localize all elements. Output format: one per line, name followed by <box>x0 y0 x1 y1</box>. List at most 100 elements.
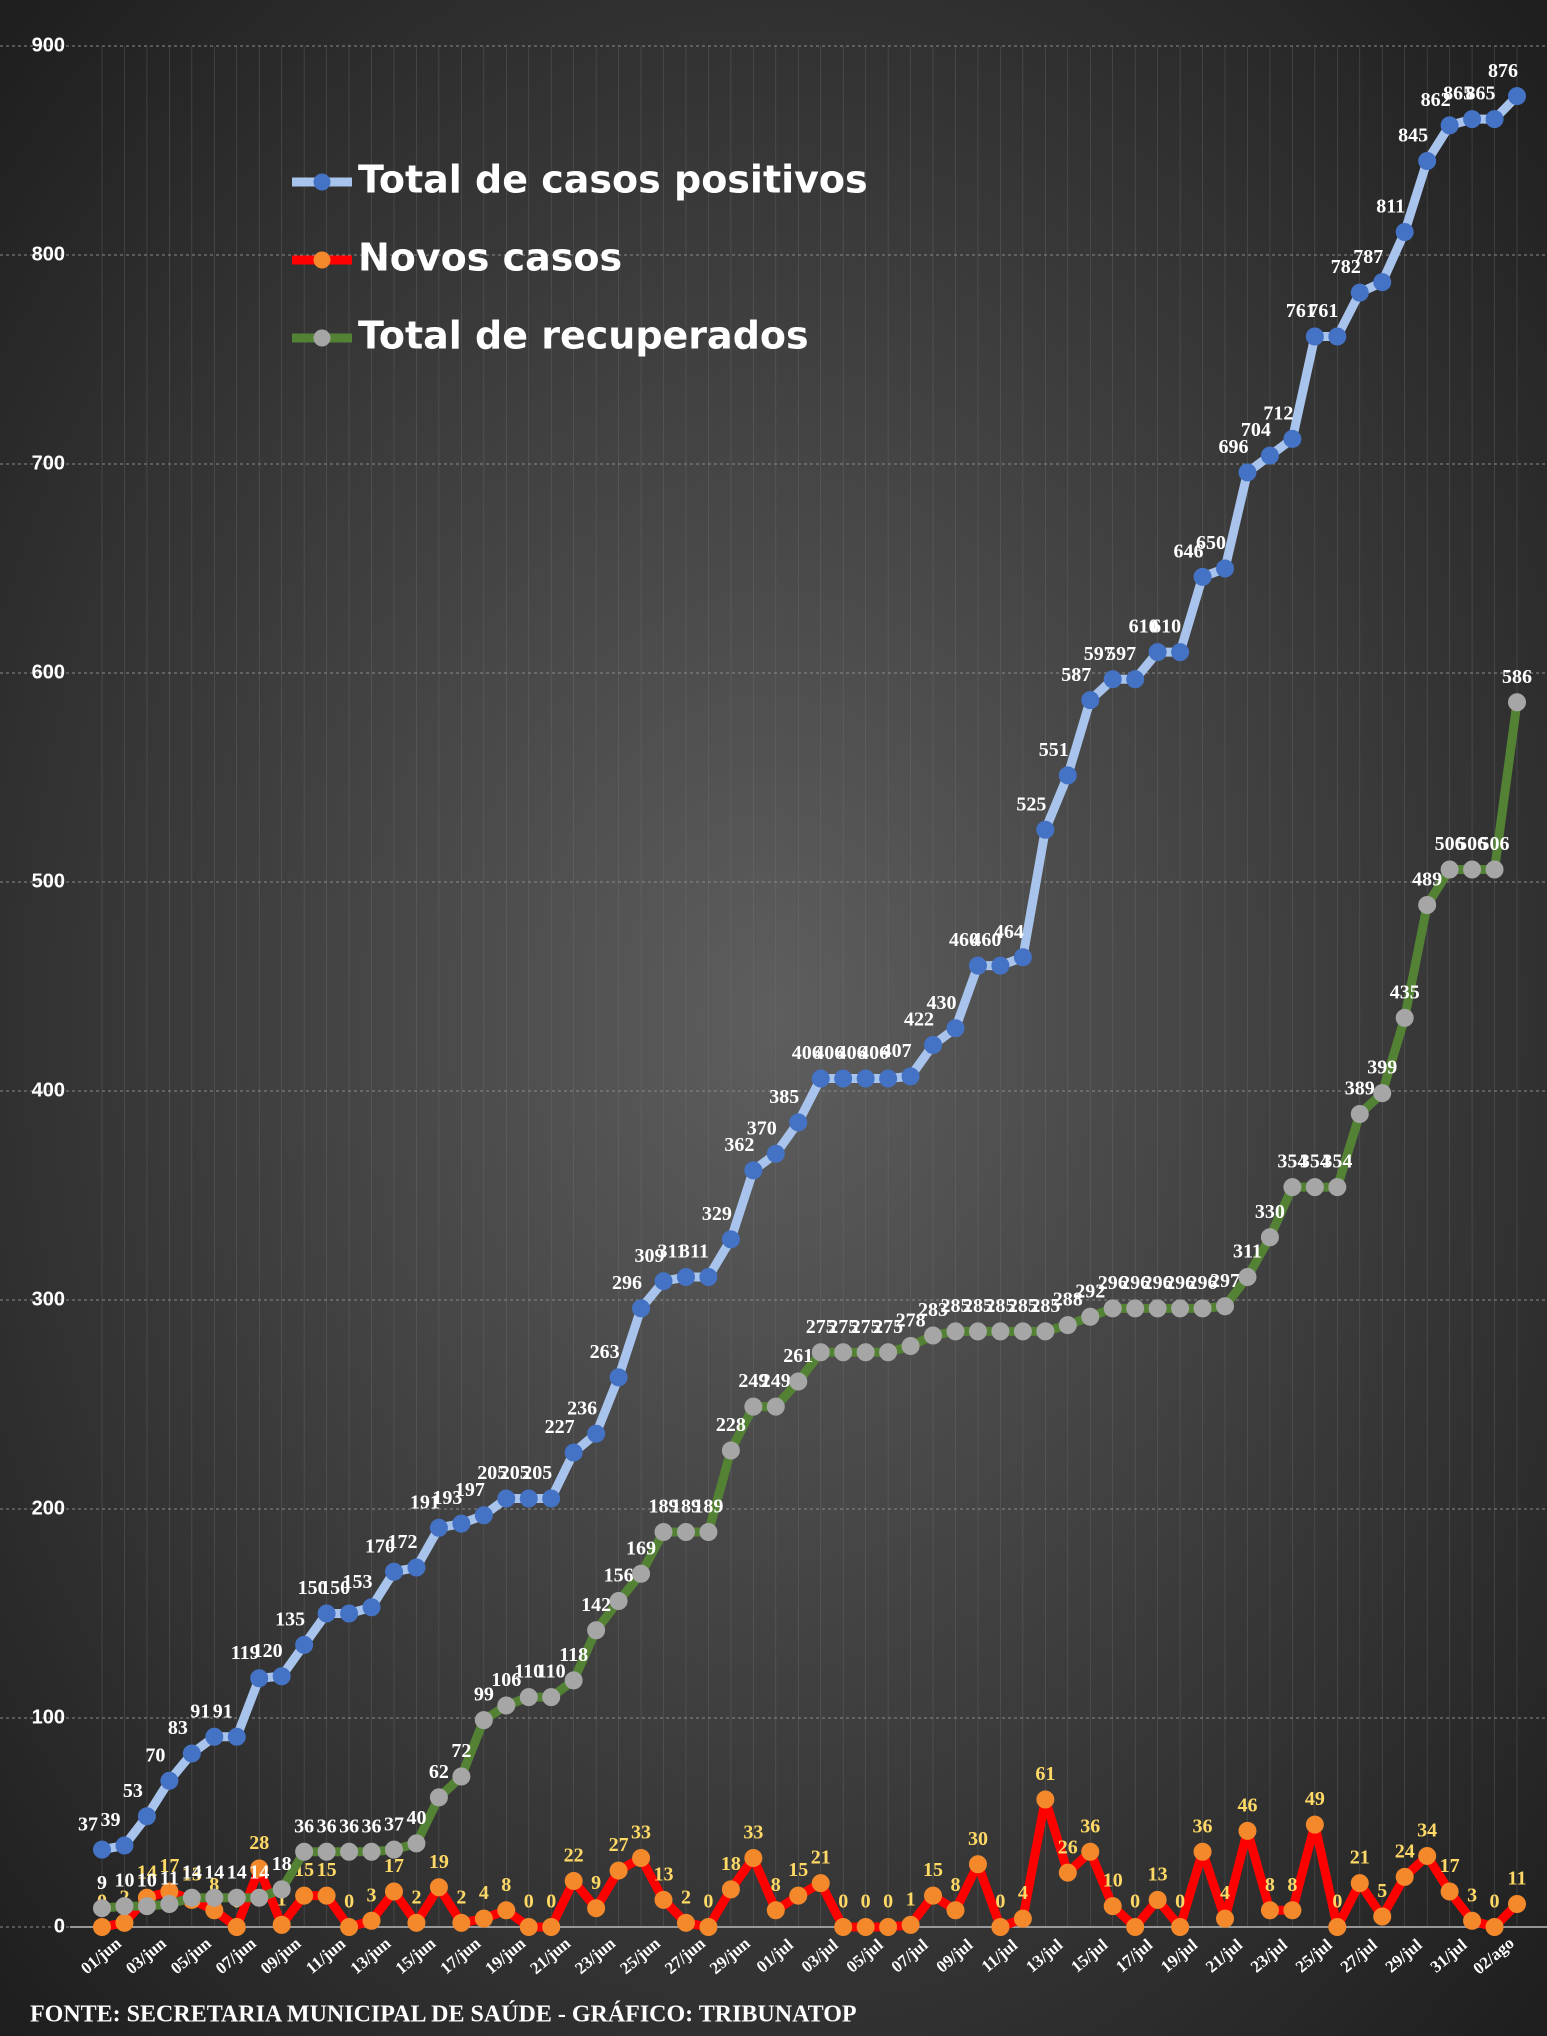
value-label: 296 <box>1165 1272 1195 1294</box>
value-label: 2 <box>411 1886 421 1908</box>
value-label: 506 <box>1435 833 1465 855</box>
value-label: 311 <box>1233 1241 1262 1263</box>
marker <box>1260 1901 1279 1920</box>
marker <box>497 1901 516 1920</box>
marker <box>1305 1815 1324 1834</box>
marker <box>1013 948 1032 967</box>
marker <box>1418 895 1437 914</box>
marker <box>834 1343 853 1362</box>
marker <box>811 1874 830 1893</box>
value-label: 14 <box>227 1861 247 1883</box>
marker <box>115 1836 134 1855</box>
value-label: 39 <box>100 1809 120 1831</box>
value-label: 83 <box>168 1717 188 1739</box>
marker <box>856 1918 875 1936</box>
value-label: 296 <box>1143 1272 1173 1294</box>
value-label: 36 <box>1080 1815 1100 1837</box>
marker <box>1171 643 1190 662</box>
value-label: 3 <box>367 1884 377 1906</box>
value-label: 862 <box>1421 89 1451 111</box>
marker <box>654 1272 673 1291</box>
marker <box>1485 110 1504 129</box>
marker <box>407 1834 426 1853</box>
marker <box>1485 1918 1504 1936</box>
marker <box>991 956 1010 975</box>
value-label: 2 <box>456 1886 466 1908</box>
value-label: 278 <box>896 1310 926 1332</box>
marker <box>182 1744 201 1763</box>
value-label: 13 <box>1148 1863 1168 1885</box>
marker <box>1058 1863 1077 1882</box>
marker <box>1238 463 1257 482</box>
marker <box>1193 567 1212 586</box>
value-label: 28 <box>249 1832 269 1854</box>
value-label: 2 <box>681 1886 691 1908</box>
marker <box>676 1913 695 1932</box>
value-label: 249 <box>738 1370 768 1392</box>
value-label: 15 <box>317 1859 337 1881</box>
value-label: 0 <box>703 1891 713 1913</box>
value-label: 811 <box>1376 196 1405 218</box>
legend-marker <box>313 251 331 269</box>
marker <box>1126 1918 1145 1936</box>
value-label: 8 <box>1287 1874 1297 1896</box>
marker <box>1216 1297 1235 1316</box>
marker <box>924 1036 943 1055</box>
value-label: 330 <box>1255 1201 1285 1223</box>
value-label: 191 <box>410 1491 440 1513</box>
value-label: 36 <box>362 1815 382 1837</box>
y-tick-label: 400 <box>32 1079 65 1101</box>
value-label: 275 <box>806 1316 836 1338</box>
value-label: 0 <box>883 1891 893 1913</box>
value-label: 0 <box>995 1891 1005 1913</box>
value-label: 285 <box>963 1295 993 1317</box>
value-label: 236 <box>567 1397 597 1419</box>
marker <box>879 1069 898 1088</box>
value-label: 354 <box>1300 1151 1330 1173</box>
value-label: 696 <box>1218 436 1248 458</box>
value-label: 10 <box>1103 1870 1123 1892</box>
value-label: 17 <box>1440 1855 1460 1877</box>
marker <box>1305 1178 1324 1197</box>
y-tick-label: 600 <box>32 661 65 683</box>
value-label: 46 <box>1237 1794 1257 1816</box>
value-label: 782 <box>1331 256 1361 278</box>
value-label: 37 <box>78 1813 98 1835</box>
value-label: 407 <box>882 1040 912 1062</box>
marker <box>834 1918 853 1936</box>
value-label: 15 <box>788 1859 808 1881</box>
value-label: 13 <box>654 1863 674 1885</box>
value-label: 399 <box>1367 1057 1397 1079</box>
marker <box>317 1842 336 1861</box>
value-label: 189 <box>671 1496 701 1518</box>
marker <box>1373 1907 1392 1926</box>
value-label: 489 <box>1412 869 1442 891</box>
marker <box>654 1522 673 1541</box>
marker <box>1395 1008 1414 1027</box>
value-label: 17 <box>384 1855 404 1877</box>
value-label: 17 <box>159 1855 179 1877</box>
marker <box>474 1506 493 1525</box>
marker <box>205 1727 224 1746</box>
marker <box>766 1397 785 1416</box>
value-label: 406 <box>814 1042 844 1064</box>
value-label: 227 <box>545 1416 575 1438</box>
marker <box>93 1899 111 1918</box>
value-label: 285 <box>985 1295 1015 1317</box>
value-label: 704 <box>1241 419 1271 441</box>
value-label: 19 <box>429 1851 449 1873</box>
value-label: 9 <box>591 1872 601 1894</box>
marker <box>789 1372 808 1391</box>
marker <box>1463 110 1482 129</box>
value-label: 3 <box>1467 1884 1477 1906</box>
marker <box>160 1771 179 1790</box>
value-label: 1 <box>906 1889 916 1911</box>
marker <box>1373 273 1392 292</box>
y-tick-label: 300 <box>32 1288 65 1310</box>
marker <box>654 1890 673 1909</box>
legend-label: Total de casos positivos <box>358 158 868 202</box>
marker <box>856 1069 875 1088</box>
series-line <box>101 701 1522 1913</box>
marker <box>1305 327 1324 346</box>
marker <box>227 1888 246 1907</box>
